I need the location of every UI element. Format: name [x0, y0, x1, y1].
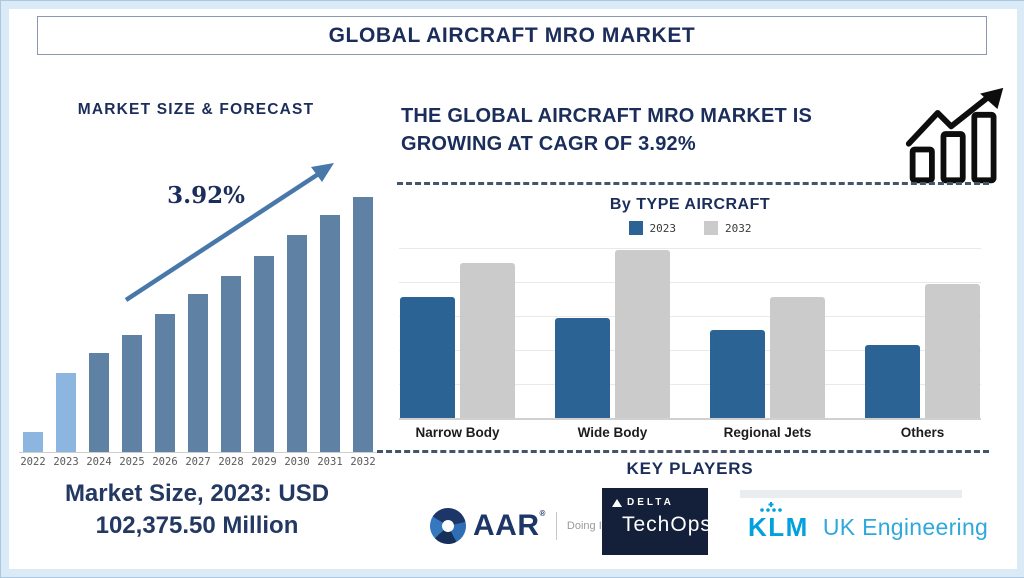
year-label-2023: 2023 [53, 456, 79, 468]
market-size-heading: MARKET SIZE & FORECAST [77, 101, 315, 118]
key-players-heading: KEY PLAYERS [626, 459, 754, 478]
cagr-heading-line1: THE GLOBAL AIRCRAFT MRO MARKET IS [401, 105, 813, 127]
category-label-others: Others [900, 425, 945, 440]
dashed-divider-top [397, 182, 989, 185]
legend-item-2023: 2023 [628, 221, 677, 235]
cagr-label: 3.92% [167, 182, 245, 209]
page-title: GLOBAL AIRCRAFT MRO MARKET [328, 23, 696, 47]
legend-item-2032: 2032 [704, 221, 752, 235]
klm-suffix: UK Engineering [822, 514, 989, 540]
year-label-2025: 2025 [119, 456, 145, 468]
bar-group-wide-body [554, 250, 671, 418]
market-size-note: Market Size, 2023: USD 102,375.50 Millio… [64, 480, 330, 539]
legend-label-2023: 2023 [649, 221, 677, 235]
bar-group-narrow-body [399, 263, 516, 418]
market-bar-2032 [353, 197, 373, 452]
klm-crown-icon [760, 502, 782, 512]
category-label-wide-body: Wide Body [577, 425, 648, 440]
bar-2032-others [925, 284, 980, 418]
registered-mark: ® [539, 509, 546, 518]
bar-2032-narrow-body [460, 263, 515, 418]
market-bar-2024 [89, 353, 109, 452]
delta-wordmark: DELTA [627, 497, 674, 508]
delta-techops-logo: DELTA TechOps [602, 488, 712, 555]
chart-legend: 2023 2032 [399, 221, 981, 235]
year-label-2024: 2024 [86, 456, 112, 468]
bar-2023-narrow-body [400, 297, 455, 418]
category-label-regional-jets: Regional Jets [723, 425, 812, 440]
by-type-heading: By TYPE AIRCRAFT [609, 196, 771, 213]
cagr-heading-line2: GROWING AT CAGR OF 3.92% [401, 133, 696, 155]
bar-2023-regional-jets [710, 330, 765, 418]
aar-aperture-icon [426, 504, 470, 548]
year-axis-labels: 2022 2023 2024 2025 2026 2027 2028 2029 2030 2031… [20, 456, 376, 468]
year-label-2030: 2030 [284, 456, 310, 468]
legend-swatch-2032 [704, 221, 718, 235]
year-label-2027: 2027 [185, 456, 211, 468]
market-bar-2026 [155, 314, 175, 452]
market-size-chart [23, 197, 373, 452]
bar-2023-wide-body [555, 318, 610, 418]
bar-growth-icon [905, 87, 1004, 184]
market-bar-2027 [188, 294, 208, 452]
category-axis-labels: Narrow Body Wide Body Regional Jets Others [399, 425, 981, 440]
market-bar-2031 [320, 215, 340, 452]
legend-swatch-2023 [628, 221, 643, 235]
legend-label-2032: 2032 [725, 221, 752, 235]
x-axis-line [19, 452, 377, 453]
year-label-2026: 2026 [152, 456, 178, 468]
market-bar-2023 [56, 373, 76, 452]
title-bar: GLOBAL AIRCRAFT MRO MARKET [37, 16, 987, 55]
year-label-2022: 2022 [20, 456, 46, 468]
bar-group-regional-jets [709, 297, 826, 418]
klm-logo-strip [740, 490, 962, 498]
year-label-2032: 2032 [350, 456, 376, 468]
klm-wordmark: KLM [748, 502, 809, 543]
year-label-2031: 2031 [317, 456, 343, 468]
year-label-2029: 2029 [251, 456, 277, 468]
year-label-2028: 2028 [218, 456, 244, 468]
market-bar-2028 [221, 276, 241, 452]
delta-triangle-icon [612, 498, 622, 507]
klm-logo: KLM UK Engineering [740, 488, 992, 558]
market-bar-2029 [254, 256, 274, 452]
logo-divider [555, 512, 557, 540]
market-bar-2025 [122, 335, 142, 452]
cagr-heading: THE GLOBAL AIRCRAFT MRO MARKET IS GROWIN… [401, 102, 901, 158]
bar-2032-wide-body [615, 250, 670, 418]
market-bar-2030 [287, 235, 307, 452]
market-bar-2022 [23, 432, 43, 452]
aar-wordmark: AAR® [473, 509, 546, 542]
dashed-divider-bottom [377, 450, 989, 453]
bar-2032-regional-jets [770, 297, 825, 418]
by-type-chart [399, 248, 981, 420]
category-label-narrow-body: Narrow Body [415, 425, 500, 440]
bar-2023-others [865, 345, 920, 418]
bar-group-others [864, 284, 981, 418]
techops-wordmark: TechOps [622, 513, 712, 536]
